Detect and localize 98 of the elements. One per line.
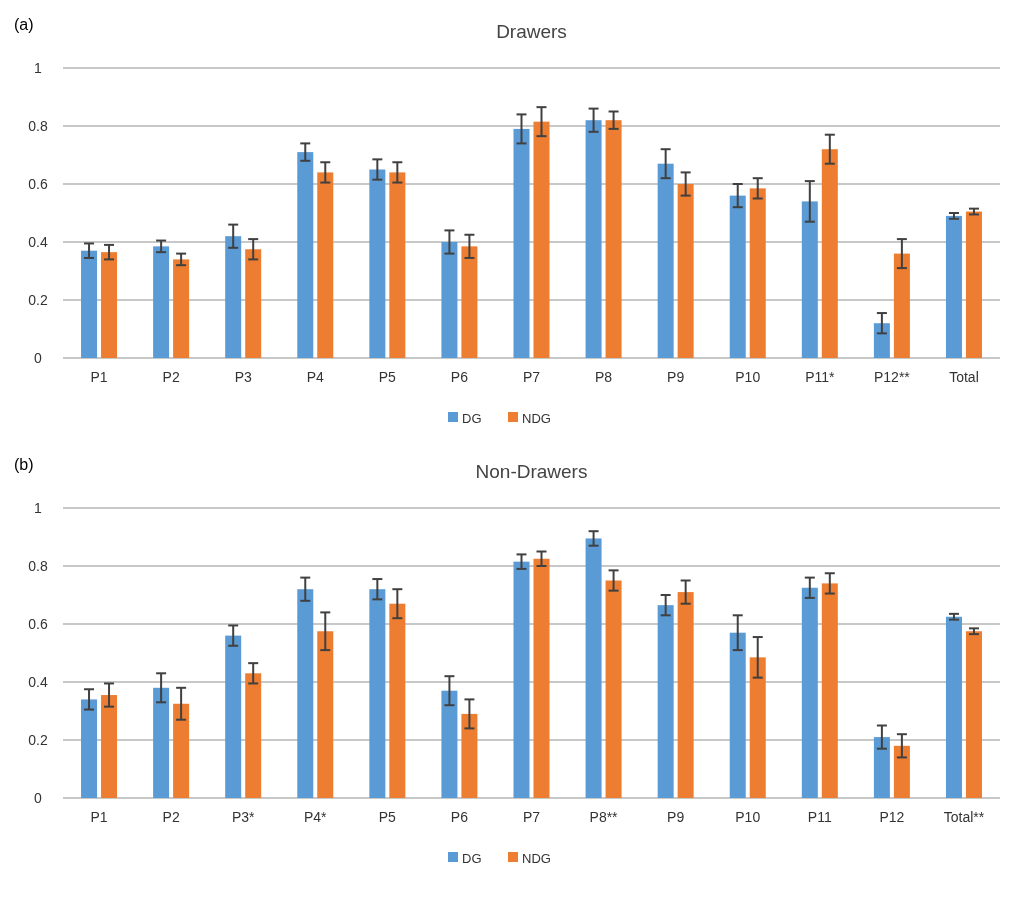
bar [893, 253, 910, 358]
bar [513, 128, 530, 358]
chart-title: Drawers [496, 21, 567, 42]
bar [389, 603, 406, 798]
bar [153, 687, 170, 798]
bar [317, 172, 334, 358]
x-tick-label: P12 [879, 809, 905, 825]
bar [513, 561, 530, 798]
bar [245, 673, 262, 798]
x-tick-label: P8** [589, 809, 619, 825]
bar [101, 695, 118, 798]
bar [945, 215, 962, 358]
bar [441, 690, 458, 798]
text: (b) [14, 456, 34, 473]
bar [677, 592, 694, 798]
bar [81, 250, 98, 358]
x-tick-label: P9 [667, 809, 685, 825]
bar [729, 632, 746, 798]
bar [317, 631, 334, 798]
bar [533, 121, 550, 358]
y-tick-label: 0.4 [28, 673, 48, 690]
x-tick-label: P3* [231, 809, 256, 825]
bar [873, 737, 890, 798]
x-tick-label: P4* [303, 809, 328, 825]
bar [749, 188, 766, 358]
x-tick-label: P11* [805, 369, 836, 385]
bar [677, 184, 694, 358]
x-tick-label: P5 [378, 809, 397, 825]
chart-title: Non-Drawers [475, 461, 588, 482]
x-tick-label: P2 [162, 809, 180, 825]
legend-label: NDG [522, 850, 551, 866]
y-tick-label: 0.8 [28, 557, 48, 574]
x-tick-label: P10 [735, 369, 761, 385]
y-tick-label: 0 [34, 789, 43, 806]
bar [461, 713, 478, 798]
x-tick-label: P11 [807, 809, 832, 825]
x-tick-label: P12** [873, 369, 911, 385]
bar [585, 538, 602, 798]
x-tick-label: P5 [378, 369, 397, 385]
text: (a) [14, 16, 34, 33]
bar [369, 169, 386, 358]
y-tick-label: 0.6 [28, 175, 48, 192]
x-tick-label: P3 [234, 369, 252, 385]
bar [297, 152, 314, 358]
bar [153, 246, 170, 358]
bar [245, 249, 262, 358]
bar [461, 246, 478, 358]
x-tick-label: P4 [306, 369, 325, 385]
legend-label: DG [462, 850, 482, 866]
bar [225, 635, 242, 798]
bar [945, 616, 962, 798]
bar [965, 631, 982, 798]
bar [369, 589, 386, 798]
bar [873, 323, 890, 358]
bar [81, 699, 98, 798]
bar [533, 558, 550, 798]
bar [893, 745, 910, 798]
bar [657, 605, 674, 798]
bar [749, 657, 766, 798]
bar [801, 201, 818, 358]
bar [173, 259, 190, 358]
bar [101, 252, 118, 358]
x-tick-label: Total** [943, 809, 985, 825]
x-tick-label: P6 [450, 809, 469, 825]
bar [225, 236, 242, 358]
x-tick-label: P2 [162, 369, 180, 385]
legend-label: DG [462, 410, 482, 426]
x-tick-label: P7 [522, 369, 541, 385]
bar [605, 120, 622, 358]
y-tick-label: 0.2 [28, 291, 48, 308]
bar [657, 163, 674, 358]
x-tick-label: P10 [735, 809, 761, 825]
bar [297, 589, 314, 798]
y-tick-label: 1 [34, 59, 43, 76]
x-tick-label: P7 [522, 809, 541, 825]
y-tick-label: 0.2 [28, 731, 48, 748]
y-tick-label: 0.6 [28, 615, 48, 632]
bar [821, 149, 838, 358]
x-tick-label: P1 [90, 369, 108, 385]
bar [605, 580, 622, 798]
bar [965, 211, 982, 358]
y-tick-label: 0.4 [28, 233, 48, 250]
bar [173, 703, 190, 798]
x-tick-label: Total [949, 369, 979, 385]
x-tick-label: P9 [667, 369, 685, 385]
x-tick-label: P6 [450, 369, 469, 385]
bar [729, 195, 746, 358]
x-tick-label: P8 [595, 369, 613, 385]
y-tick-label: 0 [34, 349, 43, 366]
bar [389, 172, 406, 358]
bar [821, 583, 838, 798]
bar [441, 242, 458, 358]
x-tick-label: P1 [90, 809, 108, 825]
y-tick-label: 1 [34, 499, 43, 516]
legend-label: NDG [522, 410, 551, 426]
bar [585, 120, 602, 358]
bar [801, 587, 818, 798]
y-tick-label: 0.8 [28, 117, 48, 134]
